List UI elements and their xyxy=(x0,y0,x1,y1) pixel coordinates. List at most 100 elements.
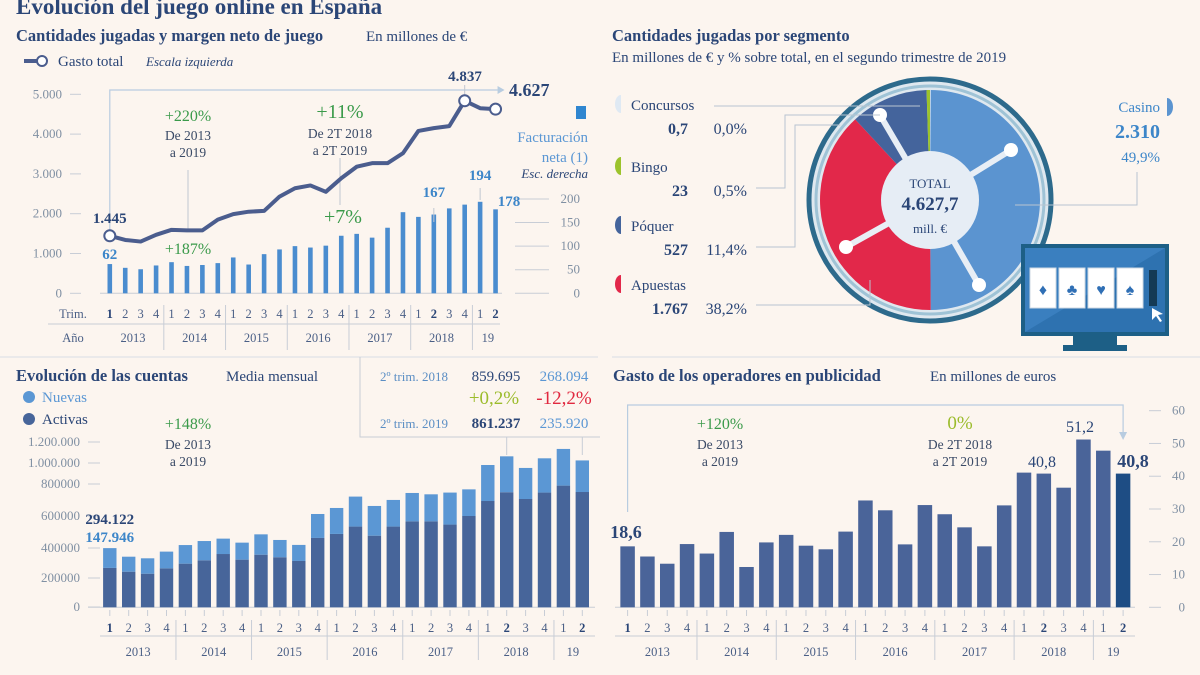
playing-card-icon xyxy=(1058,267,1086,309)
activas-bar xyxy=(537,492,552,608)
facturacion-bar xyxy=(138,269,143,294)
comparison-box-border xyxy=(359,357,600,438)
casino-value: 2.310 xyxy=(1115,121,1160,143)
quarter-label: 3 xyxy=(261,307,267,321)
activas-bar xyxy=(462,516,476,608)
year-label: 2015 xyxy=(277,645,302,659)
year-label: 2016 xyxy=(883,645,908,659)
chart2-subtitle: Media mensual xyxy=(226,369,318,385)
card-suit-icon: ♦ xyxy=(1039,282,1047,299)
monitor-stand xyxy=(1073,336,1117,346)
quarter-label: 1 xyxy=(1021,621,1027,635)
ad-spend-bar xyxy=(996,505,1012,608)
nuevas-bar xyxy=(311,513,325,538)
pie-slice-apuestas xyxy=(819,119,931,310)
ad-spend-bar xyxy=(858,500,873,608)
y-tick-label: 20 xyxy=(1172,534,1185,549)
casino-pct: 49,9% xyxy=(1121,150,1160,166)
y-tick-label: 1.200.000 xyxy=(28,434,80,449)
quarter-label: 4 xyxy=(462,307,469,321)
quarter-label: 1 xyxy=(1100,621,1106,635)
chart2-title: Evolución de las cuentas xyxy=(16,366,188,385)
bracket-line xyxy=(626,404,1124,512)
pie-spoke-dot xyxy=(1004,143,1018,157)
nuevas-bar xyxy=(500,456,514,493)
facturacion-label: Facturación xyxy=(517,130,588,146)
activas-bar xyxy=(443,524,457,608)
year-label: 2015 xyxy=(244,331,269,345)
activas-bar xyxy=(518,499,533,608)
left-tick-label: 2.000 xyxy=(33,206,62,221)
segment-name: Bingo xyxy=(631,160,668,176)
right-tick-label: 50 xyxy=(567,262,580,277)
quarter-label: 1 xyxy=(354,307,360,321)
right-tick-label: 200 xyxy=(561,191,581,206)
facturacion-bar xyxy=(261,254,267,294)
ad-spend-bar xyxy=(977,546,992,608)
value-label-net-peak: 194 xyxy=(469,168,492,184)
quarter-label: 2 xyxy=(579,621,585,635)
nuevas-bar xyxy=(329,507,344,534)
facturacion-bar xyxy=(277,249,282,294)
ano-row-label: Año xyxy=(62,331,84,345)
chart3-subtitle: En millones de euros xyxy=(930,369,1056,385)
chart3-title: Gasto de los operadores en publicidad xyxy=(613,366,881,385)
quarter-label: 3 xyxy=(296,621,302,635)
comparison-row1-nuevas: 268.094 xyxy=(540,369,589,385)
leader-line-poquer xyxy=(756,124,840,248)
ad-spend-bar xyxy=(1096,450,1111,608)
comparison-row1-label: 2º trim. 2018 xyxy=(380,369,448,384)
facturacion-bar xyxy=(462,204,467,294)
segment-pct: 11,4% xyxy=(706,242,747,259)
quarter-label: 3 xyxy=(384,307,390,321)
nuevas-bar xyxy=(386,499,400,527)
facturacion-bar xyxy=(416,216,421,294)
nuevas-bar xyxy=(254,534,268,555)
ad-spend-bar xyxy=(878,510,893,608)
year-label: 2017 xyxy=(367,331,392,345)
playing-card-icon xyxy=(1087,267,1115,309)
y-tick-label: 800000 xyxy=(41,476,80,491)
activas-bar xyxy=(424,521,438,608)
nuevas-bar xyxy=(443,492,457,525)
quarter-label: 3 xyxy=(446,307,452,321)
ad-spend-bar xyxy=(679,544,695,608)
facturacion-label-2: neta (1) xyxy=(542,150,588,166)
quarter-label: 4 xyxy=(390,621,397,635)
leader-line-apuestas xyxy=(756,280,871,306)
value-label-first-net: 62 xyxy=(102,247,117,263)
year-label: 19 xyxy=(482,331,495,345)
value-label-q2-2018: 40,8 xyxy=(1028,454,1056,471)
quarter-label: 3 xyxy=(199,307,205,321)
quarter-label: 4 xyxy=(163,621,170,635)
right-tick-label: 150 xyxy=(561,215,581,230)
value-label-first-nuevas: 147.946 xyxy=(85,530,134,546)
pie-spoke-dot xyxy=(972,278,986,292)
y-tick-label: 50 xyxy=(1172,435,1185,450)
playing-card-icon xyxy=(1116,267,1144,309)
quarter-label: 1 xyxy=(624,621,630,635)
ad-spend-bar xyxy=(1076,439,1091,608)
card-suit-icon: ♣ xyxy=(1067,282,1078,299)
legend-activas: Activas xyxy=(42,412,88,428)
activas-bar xyxy=(254,554,268,608)
year-label: 2016 xyxy=(352,645,377,659)
ad-spend-bar xyxy=(818,549,834,608)
segment-half-circle-icon xyxy=(615,216,621,234)
leader-line-casino xyxy=(1015,172,1138,206)
quarter-label: 1 xyxy=(258,621,264,635)
facturacion-bar xyxy=(493,209,498,294)
comparison-change-activas: +0,2% xyxy=(469,388,519,409)
facturacion-bar xyxy=(446,208,452,294)
activas-bar xyxy=(367,535,382,608)
arrow-head-icon xyxy=(497,86,505,94)
year-label: 2018 xyxy=(429,331,454,345)
activas-bar xyxy=(103,567,117,608)
ad-spend-bar xyxy=(739,566,754,608)
quarter-label: 2 xyxy=(644,621,650,635)
page-title: Evolución del juego online en España xyxy=(16,0,383,19)
nuevas-bar xyxy=(197,541,211,561)
annotation-pct: 0% xyxy=(947,413,973,434)
playing-card-icon xyxy=(1029,267,1057,309)
nuevas-bar xyxy=(575,460,589,493)
